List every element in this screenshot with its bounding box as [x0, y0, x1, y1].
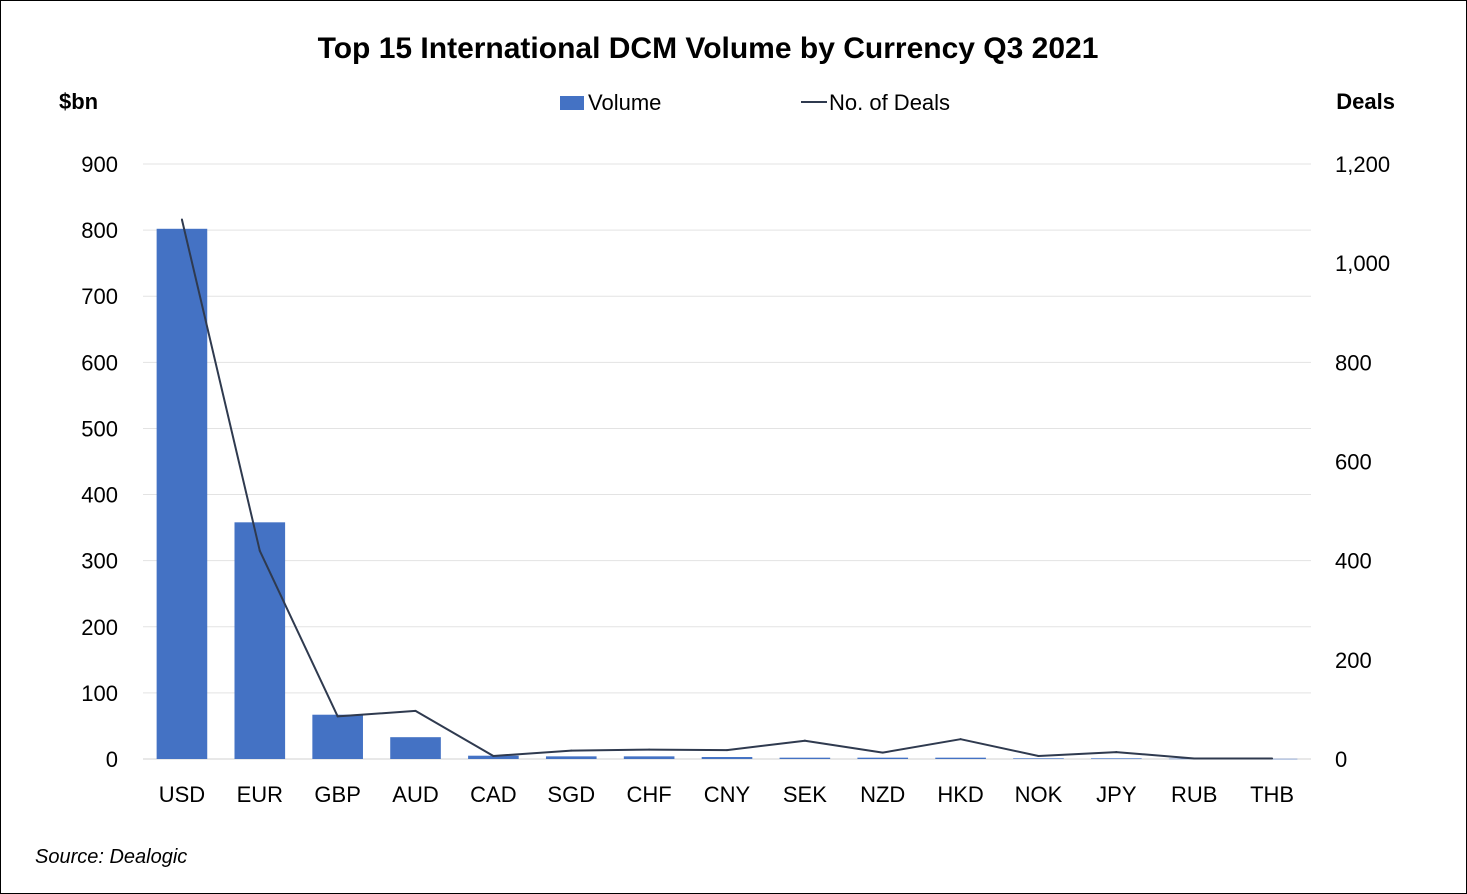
category-label: THB [1250, 782, 1294, 807]
volume-bars [156, 228, 1298, 760]
deals-point [959, 738, 962, 741]
deals-point [1115, 751, 1118, 754]
deals-point [180, 218, 183, 221]
deals-point [414, 709, 417, 712]
left-tick-label: 900 [81, 152, 118, 177]
legend: Volume No. of Deals [560, 90, 950, 115]
volume-bar [779, 757, 831, 759]
deals-point [648, 748, 651, 751]
left-tick-label: 500 [81, 416, 118, 441]
deals-line-group [180, 218, 1274, 760]
right-tick-label: 800 [1335, 350, 1372, 375]
category-label: NZD [860, 782, 905, 807]
category-label: CAD [470, 782, 516, 807]
right-tick-label: 200 [1335, 648, 1372, 673]
volume-bar [545, 756, 597, 759]
left-axis-unit: $bn [59, 89, 98, 114]
category-label: NOK [1015, 782, 1063, 807]
left-tick-label: 600 [81, 350, 118, 375]
chart-title: Top 15 International DCM Volume by Curre… [318, 32, 1099, 65]
volume-bar [1013, 758, 1064, 759]
deals-point [336, 715, 339, 718]
category-label: AUD [392, 782, 438, 807]
volume-bar [623, 756, 675, 759]
category-label: SGD [547, 782, 595, 807]
legend-volume-swatch [560, 96, 584, 110]
deals-point [803, 739, 806, 742]
deals-point [492, 755, 495, 758]
category-label: SEK [783, 782, 827, 807]
right-tick-label: 600 [1335, 450, 1372, 475]
volume-bar [701, 757, 753, 759]
category-label: USD [159, 782, 205, 807]
category-label: EUR [237, 782, 283, 807]
right-axis-unit: Deals [1336, 89, 1395, 114]
legend-volume-label: Volume [588, 90, 661, 115]
deals-point [881, 751, 884, 754]
right-axis-ticks: 0 200 400 600 800 1,000 1,200 [1335, 152, 1390, 772]
deals-point [570, 749, 573, 752]
volume-bar [1091, 758, 1142, 759]
legend-deals-label: No. of Deals [829, 90, 950, 115]
volume-bar [312, 714, 363, 759]
left-tick-label: 300 [81, 549, 118, 574]
category-label: RUB [1171, 782, 1217, 807]
volume-bar [935, 757, 986, 759]
volume-bar [468, 755, 519, 759]
deals-line [180, 219, 1273, 760]
deals-point [1193, 757, 1196, 760]
left-tick-label: 400 [81, 483, 118, 508]
category-label: CHF [627, 782, 672, 807]
deals-point [258, 549, 261, 552]
left-axis-ticks: 0 100 200 300 400 500 600 700 800 900 [81, 152, 118, 772]
category-labels: USD EUR GBP AUD CAD SGD CHF CNY SEK NZD HKD NOK JPY R… [159, 782, 1294, 807]
category-label: HKD [937, 782, 983, 807]
left-tick-label: 0 [106, 747, 118, 772]
volume-bar [857, 757, 909, 759]
deals-point [1271, 757, 1274, 760]
left-tick-label: 700 [81, 284, 118, 309]
category-label: GBP [314, 782, 360, 807]
right-tick-label: 400 [1335, 549, 1372, 574]
volume-bar [156, 228, 208, 760]
category-label: CNY [704, 782, 751, 807]
left-tick-label: 100 [81, 681, 118, 706]
source-note: Source: Dealogic [35, 846, 187, 868]
right-tick-label: 1,000 [1335, 251, 1390, 276]
left-tick-label: 800 [81, 218, 118, 243]
deals-point [1037, 755, 1040, 758]
right-tick-label: 0 [1335, 747, 1347, 772]
gridlines [143, 163, 1311, 760]
category-label: JPY [1096, 782, 1137, 807]
volume-bar [234, 522, 286, 759]
volume-bar [390, 737, 441, 759]
right-tick-label: 1,200 [1335, 152, 1390, 177]
deals-point [726, 749, 728, 752]
left-tick-label: 200 [81, 615, 118, 640]
